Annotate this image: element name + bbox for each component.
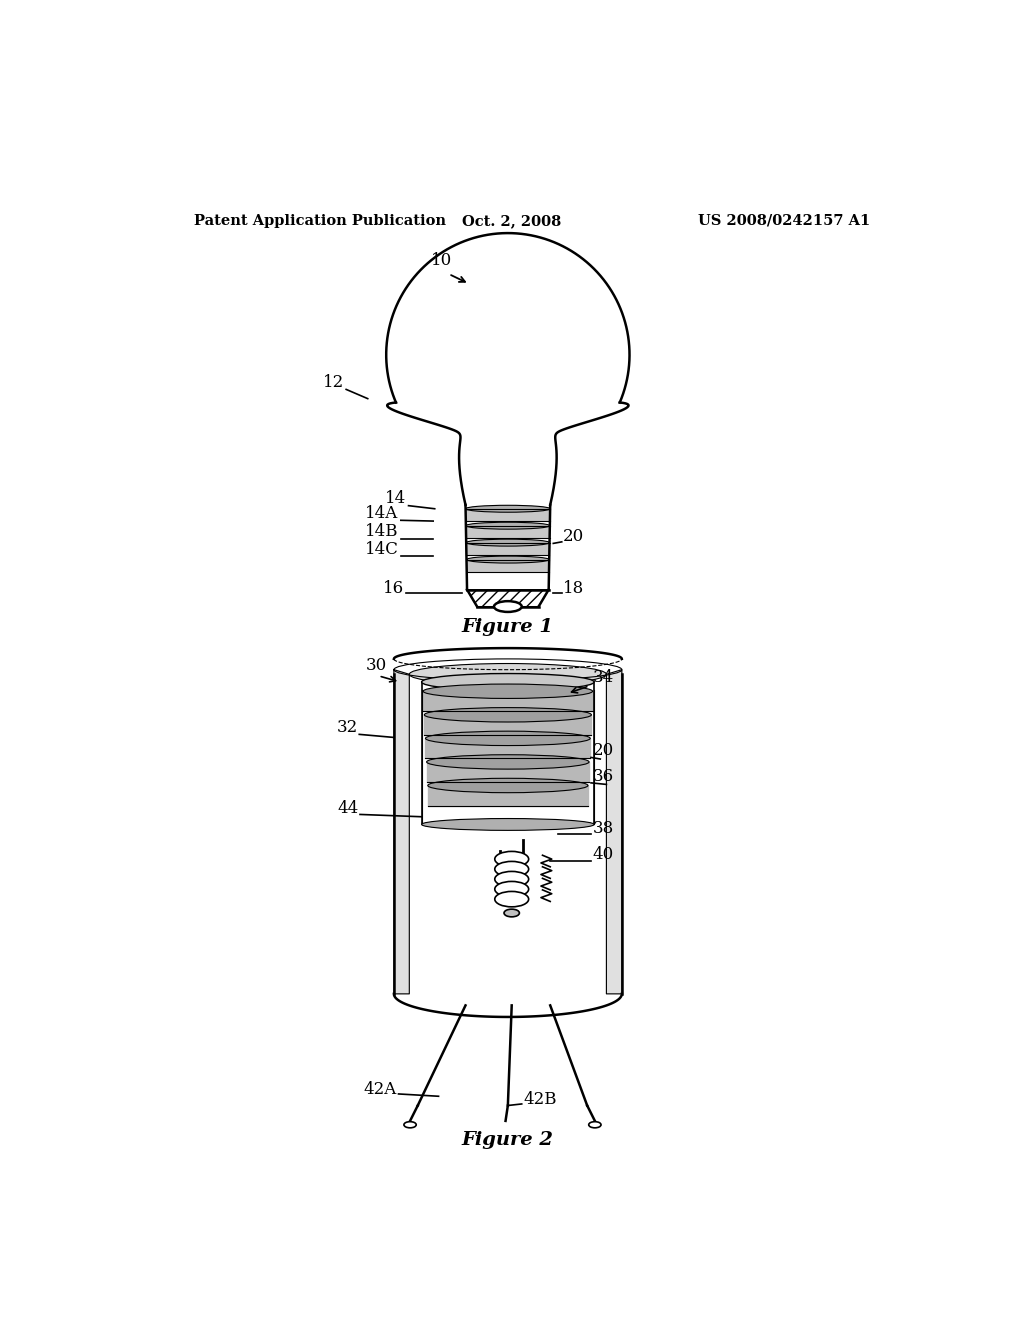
Polygon shape: [423, 692, 593, 711]
Ellipse shape: [428, 779, 588, 793]
Text: Figure 1: Figure 1: [462, 618, 554, 635]
Text: Figure 2: Figure 2: [462, 1131, 554, 1150]
Ellipse shape: [467, 556, 549, 564]
Ellipse shape: [466, 523, 550, 529]
Text: 42B: 42B: [523, 1090, 557, 1107]
Ellipse shape: [423, 684, 593, 698]
Polygon shape: [606, 669, 622, 994]
Ellipse shape: [495, 862, 528, 876]
Ellipse shape: [589, 1122, 601, 1127]
Text: US 2008/0242157 A1: US 2008/0242157 A1: [697, 214, 869, 228]
Polygon shape: [467, 590, 549, 607]
Ellipse shape: [504, 909, 519, 917]
Ellipse shape: [410, 664, 606, 685]
Text: 30: 30: [366, 657, 387, 675]
Text: 40: 40: [593, 846, 613, 863]
Ellipse shape: [495, 851, 528, 867]
Text: 20: 20: [563, 528, 585, 545]
Polygon shape: [466, 543, 550, 554]
Text: Patent Application Publication: Patent Application Publication: [194, 214, 445, 228]
Polygon shape: [467, 560, 549, 572]
Text: Oct. 2, 2008: Oct. 2, 2008: [462, 214, 561, 228]
Text: 10: 10: [431, 252, 453, 269]
Text: 16: 16: [383, 581, 403, 598]
Text: 32: 32: [337, 719, 357, 737]
Text: 36: 36: [593, 767, 613, 784]
Ellipse shape: [466, 539, 550, 546]
Text: 18: 18: [563, 581, 585, 598]
Ellipse shape: [494, 601, 521, 612]
Ellipse shape: [422, 818, 594, 830]
Ellipse shape: [495, 882, 528, 896]
Text: 44: 44: [337, 800, 358, 817]
Text: 34: 34: [593, 669, 613, 686]
Ellipse shape: [427, 755, 589, 770]
Ellipse shape: [422, 673, 594, 690]
Text: 20: 20: [593, 742, 613, 759]
Polygon shape: [424, 715, 592, 735]
Text: 14C: 14C: [365, 541, 398, 558]
Polygon shape: [427, 762, 589, 781]
Ellipse shape: [495, 871, 528, 887]
Text: 14: 14: [385, 490, 407, 507]
Ellipse shape: [495, 891, 528, 907]
Text: 14A: 14A: [366, 506, 398, 521]
Polygon shape: [466, 508, 550, 521]
Text: 12: 12: [324, 374, 345, 391]
Polygon shape: [394, 669, 410, 994]
Ellipse shape: [424, 708, 592, 722]
Text: 38: 38: [593, 820, 613, 837]
Text: 14B: 14B: [365, 524, 398, 540]
Ellipse shape: [403, 1122, 416, 1127]
Polygon shape: [425, 738, 590, 759]
Polygon shape: [467, 590, 549, 607]
Polygon shape: [428, 785, 588, 805]
Text: 42A: 42A: [362, 1081, 396, 1098]
Ellipse shape: [466, 506, 550, 512]
Polygon shape: [466, 525, 550, 539]
Ellipse shape: [425, 731, 590, 746]
